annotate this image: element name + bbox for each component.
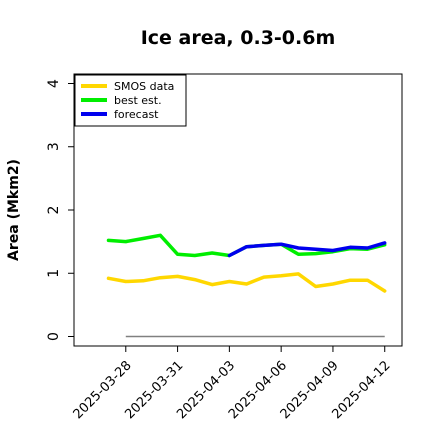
y-tick-label: 1 [46, 269, 62, 278]
y-axis: 0 1 2 3 4 [46, 79, 74, 341]
y-tick-label: 0 [46, 332, 62, 341]
y-axis-label: Area (Mkm2) [6, 159, 22, 261]
series-line-2 [227, 241, 387, 258]
y-tick-label: 2 [46, 206, 62, 215]
y-tick-label: 3 [46, 142, 62, 151]
chart-title: Ice area, 0.3-0.6m [141, 27, 336, 49]
series-line-0 [106, 272, 387, 293]
series-layer [106, 233, 387, 293]
legend-label-1: best est. [114, 94, 162, 107]
legend-label-2: forecast [114, 108, 159, 121]
legend-label-0: SMOS data [114, 80, 174, 93]
y-tick-label: 4 [46, 79, 62, 88]
